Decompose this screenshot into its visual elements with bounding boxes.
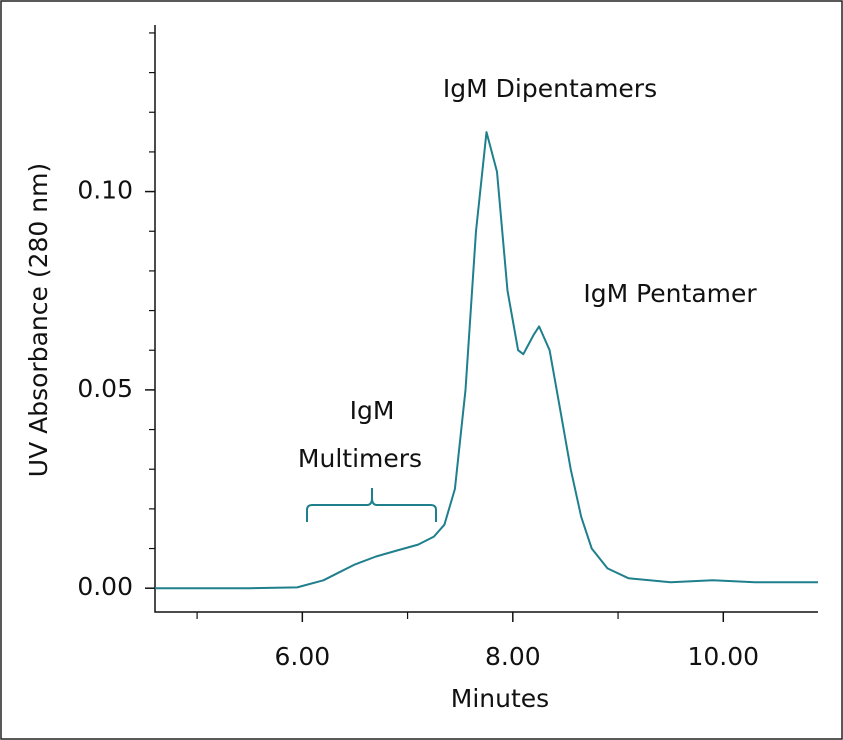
axes: [154, 25, 818, 613]
y-tick-label: 0.05: [77, 374, 133, 403]
y-tick-label: 0.00: [77, 572, 133, 601]
x-tick-label: 6.00: [274, 642, 330, 671]
x-tick-label: 8.00: [485, 642, 541, 671]
x-axis-label: Minutes: [451, 684, 549, 713]
bracket: [306, 488, 437, 522]
annotation: IgM: [350, 396, 395, 425]
y-axis-label: UV Absorbance (280 nm): [24, 163, 53, 477]
data-line: [155, 131, 818, 590]
annotation: IgM Pentamer: [583, 279, 757, 308]
annotation: Multimers: [298, 444, 422, 473]
y-tick-label: 0.10: [77, 176, 133, 205]
annotation: IgM Dipentamers: [443, 74, 657, 103]
x-tick-label: 10.00: [687, 642, 759, 671]
